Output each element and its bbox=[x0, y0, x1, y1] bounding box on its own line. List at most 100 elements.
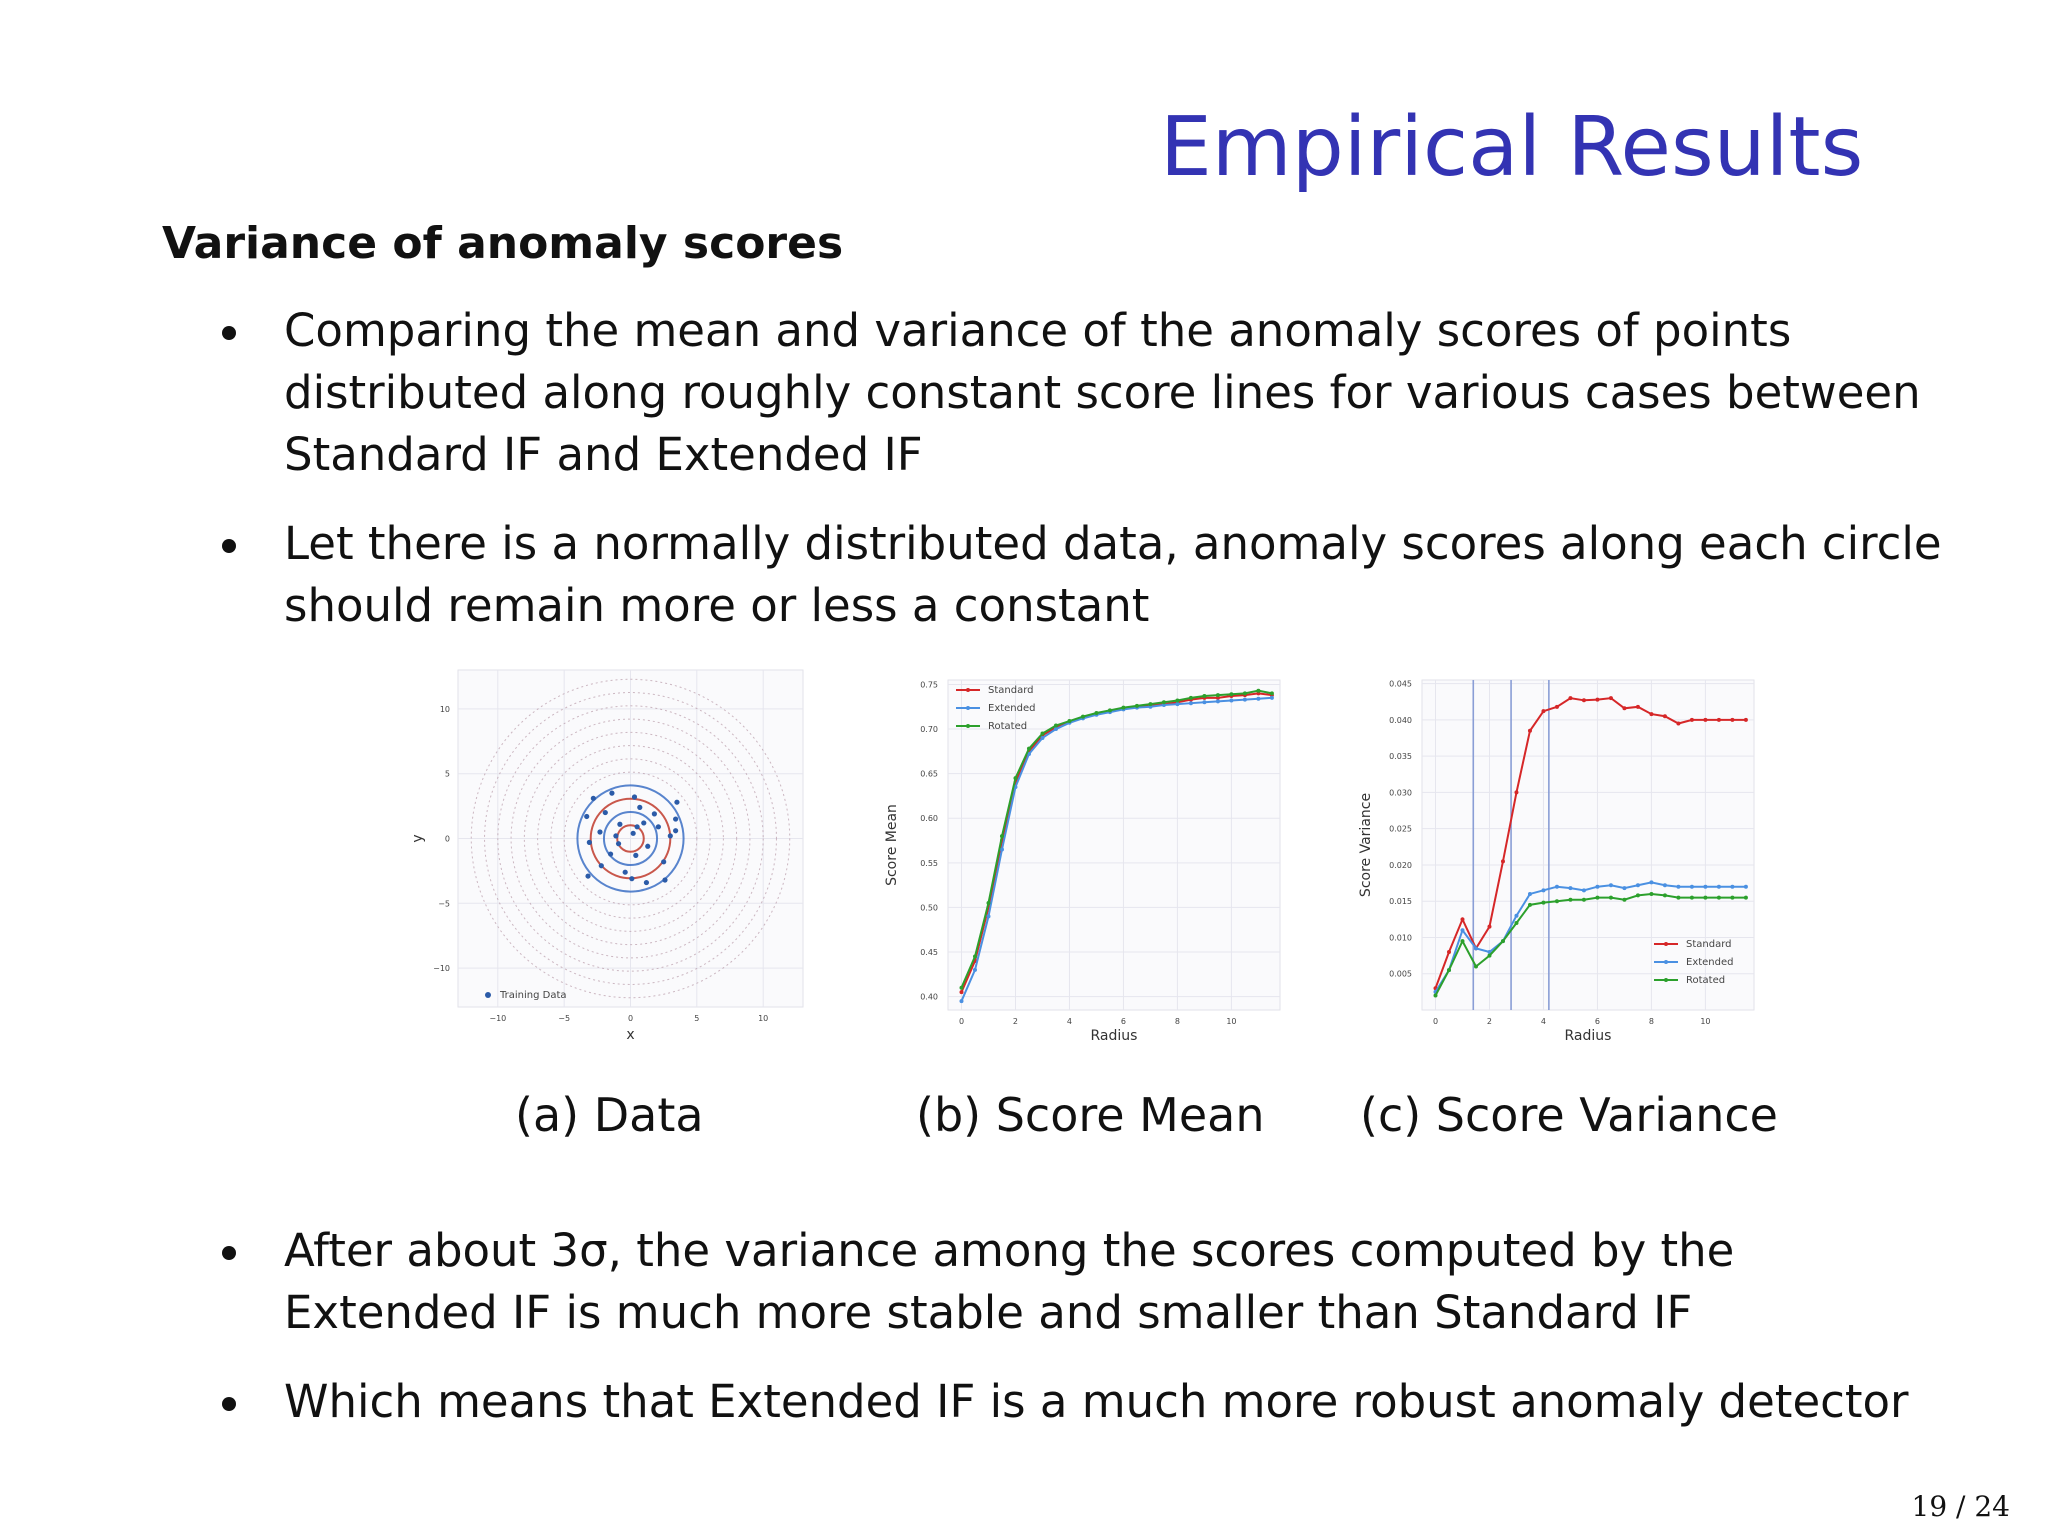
training-point bbox=[651, 811, 657, 817]
training-point bbox=[630, 830, 636, 836]
data-point bbox=[1703, 884, 1708, 889]
data-point bbox=[1581, 888, 1586, 893]
data-point bbox=[959, 985, 964, 990]
legend-label: Extended bbox=[1686, 957, 1734, 968]
data-point bbox=[1175, 702, 1180, 707]
score-mean-chart: 0 2 4 6 8 10 0.75 0.70 0.65 0.60 0.55 0.50 0.45 0.40 R… bbox=[884, 679, 1281, 1044]
data-point bbox=[1703, 895, 1708, 900]
y-tick-label: −10 bbox=[433, 964, 450, 973]
caption-score-mean: (b) Score Mean bbox=[916, 1088, 1265, 1142]
data-point bbox=[959, 999, 964, 1004]
bullet-text: Comparing the mean and variance of the a… bbox=[284, 304, 1792, 357]
data-point bbox=[1716, 895, 1721, 900]
contour-ring bbox=[510, 718, 751, 959]
bullet-text: Standard IF and Extended IF bbox=[284, 428, 923, 481]
x-tick-label: 8 bbox=[1175, 1017, 1180, 1026]
y-tick-label: 0.035 bbox=[1389, 752, 1412, 761]
data-point bbox=[1743, 717, 1748, 722]
data-point bbox=[1188, 701, 1193, 706]
data-point bbox=[1595, 895, 1600, 900]
data-point bbox=[972, 954, 977, 959]
training-point bbox=[622, 869, 628, 875]
legend-marker bbox=[966, 706, 970, 710]
y-tick-label: 0.005 bbox=[1389, 970, 1412, 979]
y-axis-label: Score Mean bbox=[884, 804, 900, 886]
contour-ring bbox=[602, 810, 659, 867]
training-point bbox=[584, 813, 590, 820]
data-point bbox=[1487, 924, 1492, 929]
contour-ring bbox=[470, 678, 791, 999]
y-tick-label: 0.55 bbox=[920, 859, 938, 868]
data-point bbox=[1500, 939, 1505, 944]
data-point bbox=[972, 967, 977, 972]
y-tick-label: 0.010 bbox=[1389, 933, 1412, 942]
training-point bbox=[673, 816, 679, 822]
data-point bbox=[1595, 884, 1600, 889]
legend-label: Rotated bbox=[1686, 975, 1725, 986]
figure-score-mean: 0 2 4 6 8 10 0.75 0.70 0.65 0.60 0.55 0.50 0.45 0.40 R… bbox=[880, 672, 1290, 1052]
data-point bbox=[1527, 902, 1532, 907]
data-point bbox=[1269, 691, 1274, 696]
data-point bbox=[1568, 696, 1573, 701]
data-point bbox=[1460, 939, 1465, 944]
training-point bbox=[585, 873, 591, 879]
training-point bbox=[643, 879, 650, 886]
data-point bbox=[1676, 895, 1681, 900]
contour-ring bbox=[576, 784, 685, 893]
data-point bbox=[1622, 886, 1627, 891]
bullet-text: Let there is a normally distributed data… bbox=[284, 517, 1942, 570]
series-line-extended bbox=[960, 696, 1272, 1002]
data-point bbox=[1689, 884, 1694, 889]
y-tick-label: 0.45 bbox=[920, 948, 938, 957]
bullet-dot bbox=[222, 1397, 236, 1411]
data-point bbox=[1541, 888, 1546, 893]
training-point bbox=[609, 790, 615, 796]
data-point bbox=[1568, 897, 1573, 902]
y-axis-label: Score Variance bbox=[1358, 793, 1374, 897]
legend-marker bbox=[485, 992, 491, 998]
x-tick-label: 0 bbox=[959, 1017, 964, 1026]
y-tick-label: 0.40 bbox=[920, 993, 938, 1002]
y-tick-label: 0.030 bbox=[1389, 788, 1412, 797]
data-point bbox=[1649, 891, 1654, 896]
training-point bbox=[631, 794, 638, 800]
data-point bbox=[1635, 704, 1640, 709]
training-point bbox=[655, 824, 661, 830]
data-point bbox=[1500, 859, 1505, 864]
data-point bbox=[1446, 968, 1451, 973]
training-point bbox=[613, 833, 619, 839]
y-tick-label: 0.70 bbox=[920, 725, 938, 734]
bullet-dot bbox=[222, 539, 236, 553]
caption-score-variance: (c) Score Variance bbox=[1360, 1088, 1778, 1142]
x-tick-label: 4 bbox=[1067, 1017, 1072, 1026]
data-point bbox=[1148, 702, 1153, 707]
data-point bbox=[1514, 913, 1519, 918]
training-point bbox=[633, 852, 639, 858]
x-axis-label: Radius bbox=[1565, 1028, 1612, 1044]
data-point bbox=[1256, 696, 1261, 701]
data-point bbox=[1175, 698, 1180, 703]
data-point bbox=[1608, 696, 1613, 701]
data-point bbox=[1094, 711, 1099, 715]
x-tick-label: 0 bbox=[1433, 1017, 1438, 1026]
y-tick-label: 0.75 bbox=[920, 680, 938, 689]
training-point bbox=[674, 799, 680, 805]
plot-area bbox=[1421, 679, 1755, 1011]
data-point bbox=[1730, 884, 1735, 889]
data-point bbox=[1161, 700, 1166, 705]
data-point bbox=[1649, 712, 1654, 717]
data-point bbox=[1202, 700, 1207, 705]
data-point bbox=[1581, 698, 1586, 703]
x-tick-label: 8 bbox=[1649, 1017, 1654, 1026]
bullet-text: Which means that Extended IF is a much m… bbox=[284, 1375, 1909, 1428]
training-point bbox=[617, 821, 623, 827]
training-point bbox=[661, 859, 667, 865]
y-tick-label: 0.020 bbox=[1389, 861, 1412, 870]
x-tick-label: 10 bbox=[758, 1014, 768, 1023]
data-point bbox=[1743, 895, 1748, 900]
legend-label: Standard bbox=[988, 685, 1034, 696]
data-point bbox=[1716, 717, 1721, 722]
data-point bbox=[1581, 897, 1586, 902]
x-tick-label: −5 bbox=[558, 1014, 570, 1023]
training-point bbox=[590, 795, 596, 801]
